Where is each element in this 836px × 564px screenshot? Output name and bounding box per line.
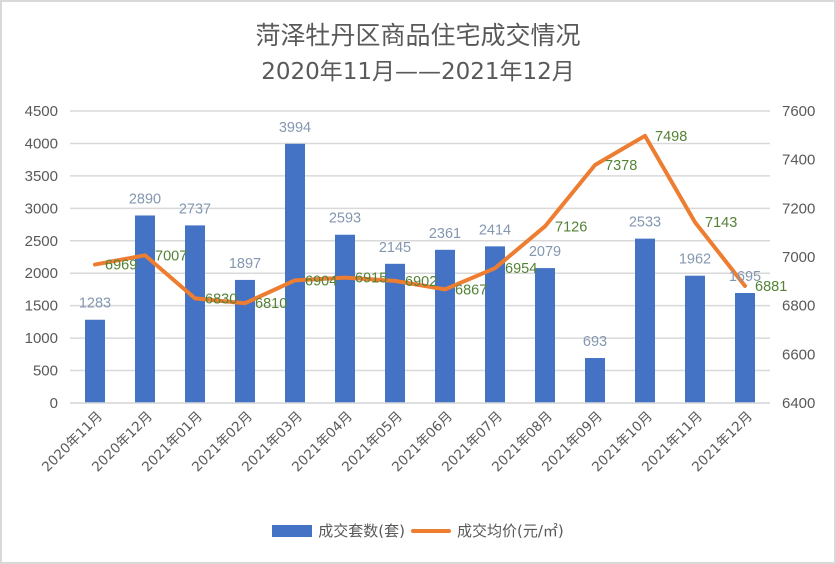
line-value-label: 6867 — [455, 282, 487, 298]
left-axis-tick: 500 — [33, 363, 58, 380]
bar — [535, 268, 555, 403]
bar-value-label: 2737 — [179, 201, 211, 217]
bar-value-label: 2890 — [129, 191, 161, 207]
left-axis-tick: 0 — [50, 395, 58, 412]
left-axis-tick: 1000 — [25, 330, 58, 347]
right-axis-tick: 7200 — [782, 200, 815, 217]
bar-value-label: 3994 — [279, 120, 311, 136]
bar — [485, 246, 505, 403]
line-value-label: 6881 — [755, 279, 787, 295]
bar — [735, 293, 755, 403]
chart-legend: 成交套数(套) 成交均价(元/㎡) — [0, 520, 836, 541]
right-axis-tick: 7000 — [782, 249, 815, 266]
bar — [185, 225, 205, 403]
left-axis-tick: 1500 — [25, 298, 58, 315]
right-axis-tick: 6400 — [782, 395, 815, 412]
line-value-label: 6954 — [505, 261, 537, 277]
bar-swatch-icon — [272, 524, 313, 537]
left-axis-tick: 2000 — [25, 265, 58, 282]
line-swatch-icon — [410, 528, 451, 533]
line-value-label: 7126 — [555, 219, 587, 235]
line-value-label: 7498 — [655, 129, 687, 145]
legend-bar-label: 成交套数(套) — [318, 522, 405, 540]
bar-value-label: 1283 — [79, 296, 111, 312]
line-value-label: 6830 — [205, 291, 237, 307]
legend-item-bar: 成交套数(套) — [272, 520, 405, 541]
line-value-label: 6969 — [105, 258, 137, 274]
bar — [385, 263, 405, 403]
left-axis-tick: 2500 — [25, 233, 58, 250]
line-value-label: 7143 — [705, 215, 737, 231]
bar — [335, 234, 355, 403]
left-axis-tick: 4000 — [25, 135, 58, 152]
price-line — [93, 133, 747, 306]
line-value-label: 6915 — [355, 271, 387, 287]
bar — [285, 143, 305, 403]
bar-value-label: 1695 — [729, 269, 761, 285]
legend-item-line: 成交均价(元/㎡) — [410, 520, 564, 541]
right-axis-tick: 6600 — [782, 346, 815, 363]
right-axis-tick: 6800 — [782, 298, 815, 315]
bar — [135, 215, 155, 403]
chart-plot-area: 0 500 1000 1500 2000 2500 3000 3500 4000 4500 6400… — [25, 103, 816, 475]
right-axis-tick: 7400 — [782, 152, 815, 169]
legend-line-label: 成交均价(元/㎡) — [456, 522, 564, 540]
line-value-label: 6902 — [405, 274, 437, 290]
chart-subtitle: 2020年11月——2021年12月 — [261, 59, 575, 85]
bar — [685, 275, 705, 403]
bar-value-label: 2079 — [529, 244, 561, 260]
line-value-label: 6810 — [255, 296, 287, 312]
left-axis-tick: 3500 — [25, 168, 58, 185]
bar — [585, 358, 605, 403]
bar — [635, 238, 655, 403]
bar-value-label: 2361 — [429, 226, 461, 242]
bar-value-label: 1897 — [229, 256, 261, 272]
left-axis-tick: 3000 — [25, 200, 58, 217]
bar — [435, 249, 455, 403]
left-axis-tick: 4500 — [25, 103, 58, 120]
bar — [235, 279, 255, 403]
bar-value-label: 693 — [583, 334, 607, 350]
bar-value-label: 2593 — [329, 211, 361, 227]
bar — [85, 319, 105, 403]
bar-value-label: 1962 — [679, 252, 711, 268]
bar-value-label: 2145 — [379, 240, 411, 256]
line-value-label: 6904 — [305, 273, 337, 289]
bar-value-label: 2533 — [629, 215, 661, 231]
right-axis-tick: 7600 — [782, 103, 815, 120]
bar-value-label: 2414 — [479, 222, 511, 238]
line-value-label: 7007 — [155, 248, 187, 264]
line-value-label: 7378 — [605, 158, 637, 174]
chart-title: 菏泽牡丹区商品住宅成交情况 — [255, 21, 581, 50]
